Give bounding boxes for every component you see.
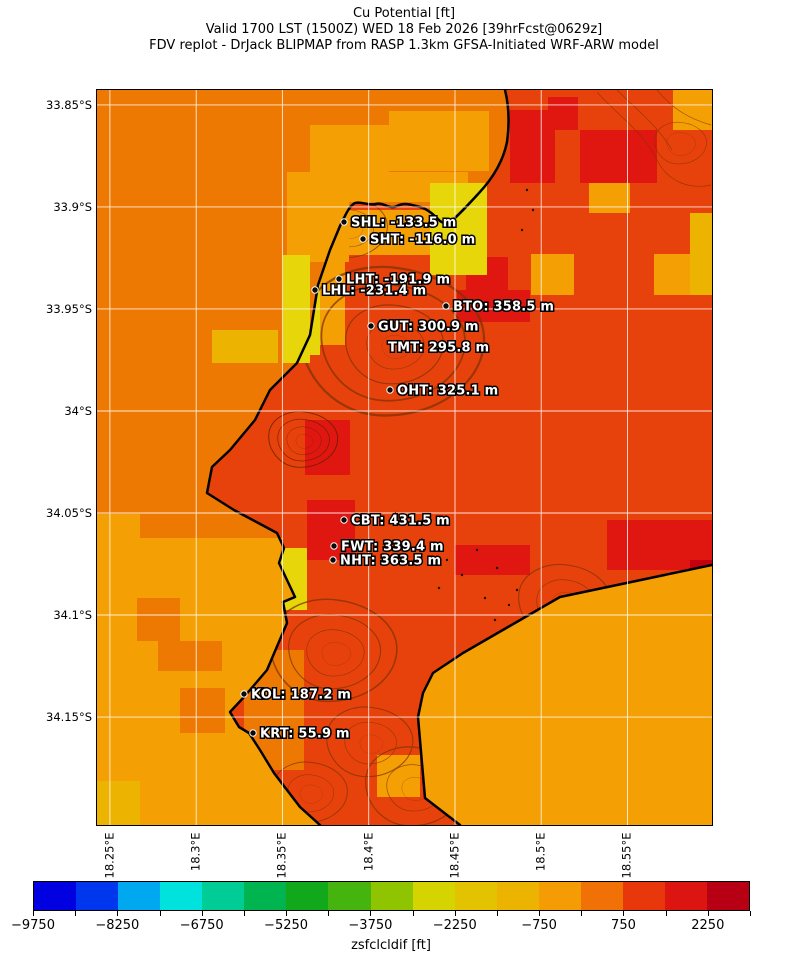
latlon-gridlines xyxy=(97,90,712,825)
station-label-CBT: CBT: 431.5 m xyxy=(351,514,450,529)
colorbar-segment-13 xyxy=(580,882,623,910)
station-marker-OHT xyxy=(386,386,394,394)
station-layer: SHL: -133.5 m SHT: -116.0 m LHT: -191.9 mL… xyxy=(240,214,555,743)
station-label-SHL: SHL: -133.5 m xyxy=(351,216,456,231)
station-label-FWT: FWT: 339.4 m xyxy=(341,540,444,555)
colorbar-segment-7 xyxy=(328,882,371,910)
colorbar-segment-2 xyxy=(118,882,161,910)
station-marker-FWT xyxy=(330,542,338,550)
station-label-KRT: KRT: 55.9 m xyxy=(260,727,350,742)
y-tick-label: 33.85°S xyxy=(46,97,92,112)
colorbar-tick-label: −3750 xyxy=(348,918,393,933)
colorbar-tick xyxy=(539,911,541,916)
colorbar-tick xyxy=(707,911,709,916)
station-label-TMT: TMT: 295.8 m xyxy=(388,341,489,356)
colorbar-tick-label: 2250 xyxy=(691,918,725,933)
station-marker-KRT xyxy=(249,729,257,737)
colorbar-tick xyxy=(370,911,372,916)
colorbar-tick-label: −6750 xyxy=(179,918,224,933)
colorbar-tick xyxy=(750,911,751,916)
colorbar-tick xyxy=(243,911,245,916)
colorbar-tick xyxy=(412,911,414,916)
colorbar-segment-16 xyxy=(707,882,750,910)
colorbar-tick xyxy=(665,911,667,916)
colorbar-tick xyxy=(623,911,625,916)
y-tick-label: 34.15°S xyxy=(46,710,92,725)
colorbar-segment-11 xyxy=(496,882,539,910)
station-label-KOL: KOL: 187.2 m xyxy=(251,688,351,703)
chart-subtitle: Valid 1700 LST (1500Z) WED 18 Feb 2026 [… xyxy=(205,22,603,37)
station-label-BTO: BTO: 358.5 m xyxy=(453,300,554,315)
colorbar-tick-label: −8250 xyxy=(95,918,140,933)
station-marker-CBT xyxy=(340,516,348,524)
colorbar-tick xyxy=(328,911,330,916)
station-label-LHL: LHL: -231.4 m xyxy=(322,284,426,299)
colorbar-tick-label: −9750 xyxy=(11,918,55,933)
station-label-GUT: GUT: 300.9 m xyxy=(378,320,479,335)
colorbar xyxy=(33,881,750,911)
station-marker-GUT xyxy=(367,322,375,330)
colorbar-segment-0 xyxy=(34,882,77,910)
colorbar-segment-14 xyxy=(622,882,665,910)
colorbar-tick xyxy=(581,911,583,916)
colorbar-tick xyxy=(454,911,456,916)
colorbar-segment-4 xyxy=(202,882,245,910)
colorbar-tick xyxy=(286,911,288,916)
colorbar-segment-8 xyxy=(370,882,413,910)
station-label-OHT: OHT: 325.1 m xyxy=(397,384,498,399)
station-marker-KOL xyxy=(240,690,248,698)
map-canvas: SHL: -133.5 m SHT: -116.0 m LHT: -191.9 mL… xyxy=(97,90,712,825)
colorbar-axis-label: zsfclcldif [ft] xyxy=(351,938,431,953)
colorbar-tick-label: −5250 xyxy=(264,918,309,933)
colorbar-segment-6 xyxy=(286,882,329,910)
colorbar-tick xyxy=(75,911,77,916)
colorbar-tick xyxy=(33,911,34,916)
colorbar-tick xyxy=(201,911,203,916)
colorbar-segment-9 xyxy=(412,882,455,910)
station-marker-SHL xyxy=(340,218,348,226)
station-label-NHT: NHT: 363.5 m xyxy=(340,554,441,569)
y-tick-label: 33.9°S xyxy=(53,199,92,214)
station-marker-NHT xyxy=(329,556,337,564)
y-tick-label: 34.1°S xyxy=(53,608,92,623)
colorbar-tick-label: 750 xyxy=(611,918,636,933)
station-marker-LHT xyxy=(335,275,343,283)
station-label-SHT: SHT: -116.0 m xyxy=(370,233,475,248)
colorbar-segment-3 xyxy=(160,882,203,910)
station-marker-LHL xyxy=(311,286,319,294)
colorbar-tick-label: −2250 xyxy=(432,918,477,933)
y-tick-label: 34°S xyxy=(64,403,92,418)
colorbar-segment-1 xyxy=(76,882,119,910)
colorbar-segment-15 xyxy=(664,882,707,910)
map-specks xyxy=(437,188,619,637)
chart-title: Cu Potential [ft] xyxy=(352,6,456,21)
ocean-heat-patches xyxy=(97,111,489,825)
station-label-LHT: LHT: -191.9 m xyxy=(346,273,450,288)
y-tick-label: 33.95°S xyxy=(46,301,92,316)
colorbar-segment-12 xyxy=(538,882,581,910)
colorbar-segment-5 xyxy=(244,882,287,910)
colorbar-segment-10 xyxy=(454,882,497,910)
y-tick-label: 34.05°S xyxy=(46,506,92,520)
colorbar-tick xyxy=(496,911,498,916)
chart-source: FDV replot - DrJack BLIPMAP from RASP 1.… xyxy=(149,38,659,53)
station-marker-BTO xyxy=(442,302,450,310)
colorbar-tick-label: −750 xyxy=(521,918,557,933)
station-marker-SHT xyxy=(359,235,367,243)
colorbar-tick xyxy=(159,911,161,916)
false-bay-fill xyxy=(418,565,712,825)
colorbar-tick xyxy=(117,911,119,916)
